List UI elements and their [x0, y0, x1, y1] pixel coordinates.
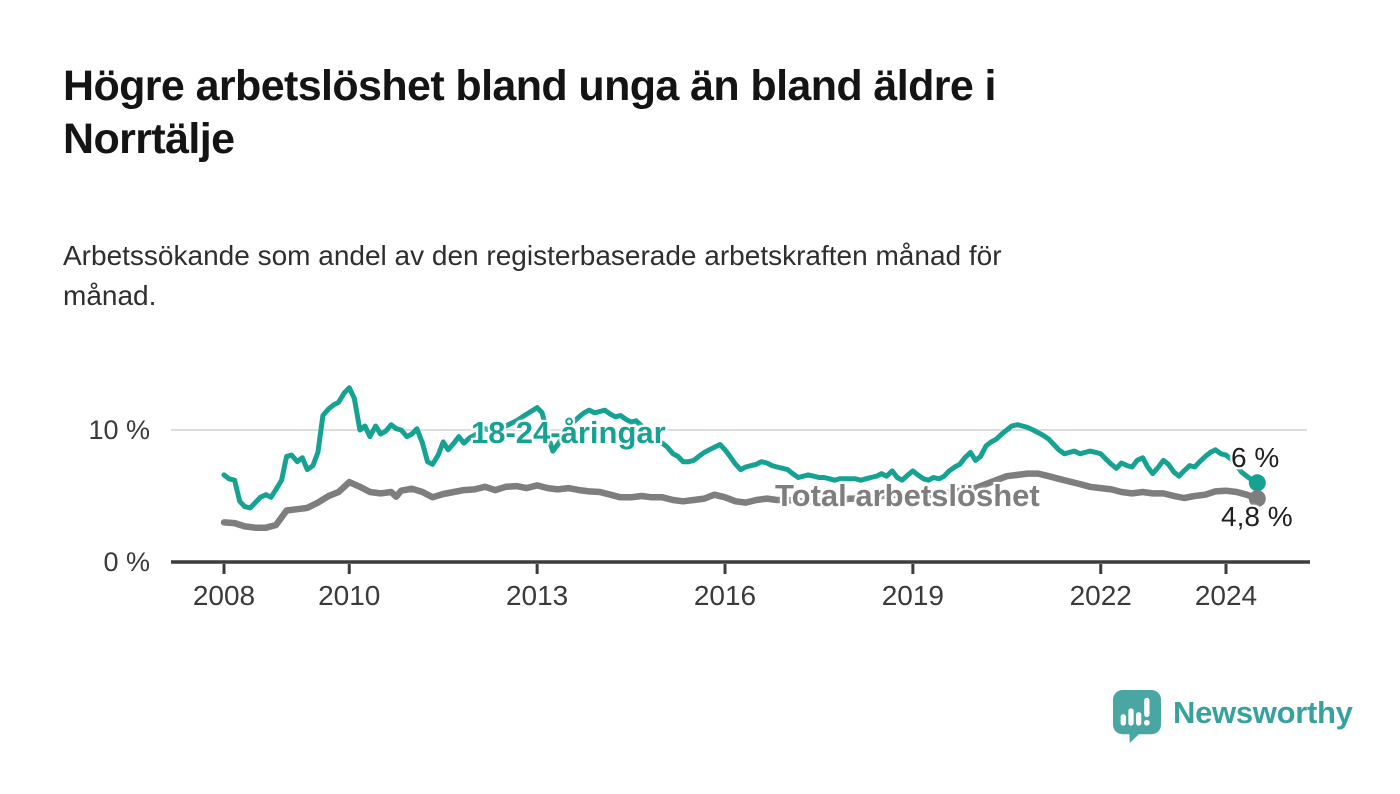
page-title: Högre arbetslöshet bland unga än bland ä…: [63, 60, 1313, 166]
end-value-label-18-24: 6 %: [1231, 442, 1280, 473]
end-value-label-total: 4,8 %: [1221, 501, 1293, 532]
x-axis-tick-label-2019: 2019: [881, 580, 945, 611]
page-subtitle-line2: månad.: [63, 280, 157, 311]
newsworthy-logo-icon: [1112, 690, 1162, 743]
page-title-line1: Högre arbetslöshet bland unga än bland ä…: [63, 62, 996, 110]
page-title-line2: Norrtälje: [63, 115, 235, 163]
page-subtitle-line1: Arbetssökande som andel av den registerb…: [63, 240, 1002, 271]
brand-name: Newsworthy: [1173, 695, 1353, 730]
x-axis-tick-label-2013: 2013: [505, 580, 569, 611]
series-label-total: Total arbetslöshet: [775, 478, 1040, 513]
y-axis-label-10pct: 10 %: [88, 415, 150, 445]
logo-exclamation-bar: [1144, 697, 1150, 717]
series-label-18-24: 18-24-åringar: [471, 415, 666, 450]
x-axis-tick-label-2016: 2016: [693, 580, 757, 611]
newsworthy-brand: Newsworthy: [1112, 689, 1353, 743]
x-axis-tick-label-2010: 2010: [318, 580, 381, 611]
logo-bar-3: [1136, 712, 1142, 726]
line-young: [221, 385, 1260, 511]
x-axis-tick-label-2022: 2022: [1069, 580, 1132, 611]
y-axis-label-0pct: 0 %: [103, 547, 150, 577]
logo-bar-1: [1120, 714, 1126, 726]
x-axis-tick-label-2024: 2024: [1194, 580, 1258, 611]
page-subtitle: Arbetssökande som andel av den registerb…: [63, 236, 1323, 316]
line-total: [220, 470, 1261, 531]
end-dot-young: [1248, 474, 1266, 492]
logo-bar-2: [1128, 708, 1134, 726]
x-axis-tick-label-2008: 2008: [192, 580, 256, 611]
logo-exclamation-dot: [1143, 719, 1150, 726]
end-dot-total: [1248, 490, 1266, 508]
